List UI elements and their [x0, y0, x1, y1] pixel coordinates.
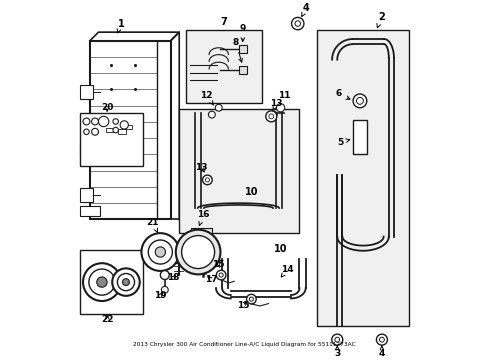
- Bar: [80, 250, 143, 314]
- Circle shape: [97, 277, 107, 287]
- Text: 14: 14: [281, 265, 293, 277]
- Circle shape: [83, 118, 90, 125]
- Text: 13: 13: [270, 99, 282, 111]
- Text: 15: 15: [236, 301, 248, 310]
- Text: 21: 21: [146, 218, 159, 233]
- Bar: [80, 206, 100, 216]
- Text: 15: 15: [212, 260, 224, 269]
- Bar: [118, 129, 125, 134]
- Circle shape: [155, 247, 165, 257]
- Circle shape: [356, 98, 363, 104]
- Text: 16: 16: [197, 210, 209, 225]
- Text: 13: 13: [195, 163, 207, 172]
- Circle shape: [379, 337, 384, 342]
- Text: 11: 11: [277, 91, 290, 100]
- Text: 9: 9: [239, 24, 245, 41]
- Circle shape: [268, 114, 273, 119]
- Bar: [179, 109, 299, 233]
- Text: 6: 6: [335, 90, 349, 99]
- Circle shape: [205, 178, 209, 182]
- Circle shape: [265, 111, 276, 122]
- Text: 1: 1: [117, 19, 124, 33]
- Text: 10: 10: [273, 244, 287, 253]
- Bar: [239, 45, 246, 53]
- Text: 3: 3: [333, 346, 340, 358]
- Circle shape: [161, 287, 168, 293]
- Bar: [191, 228, 211, 240]
- Bar: [80, 144, 93, 158]
- Circle shape: [117, 274, 134, 291]
- Circle shape: [112, 268, 140, 296]
- Bar: [90, 41, 170, 219]
- Text: 4: 4: [301, 3, 309, 17]
- Text: 2: 2: [376, 12, 384, 28]
- Circle shape: [98, 116, 108, 127]
- Circle shape: [83, 263, 121, 301]
- Circle shape: [352, 94, 366, 108]
- Circle shape: [376, 334, 386, 345]
- Bar: [80, 85, 93, 99]
- Circle shape: [216, 270, 225, 280]
- Circle shape: [270, 111, 277, 118]
- Text: 18: 18: [167, 273, 179, 282]
- Text: 20: 20: [101, 103, 113, 112]
- Bar: [352, 120, 366, 154]
- Circle shape: [249, 297, 253, 301]
- Text: 19: 19: [154, 291, 166, 300]
- Text: 5: 5: [337, 138, 349, 147]
- Circle shape: [113, 119, 118, 124]
- Circle shape: [91, 118, 98, 125]
- Text: 10: 10: [244, 187, 258, 197]
- Circle shape: [83, 129, 89, 135]
- Circle shape: [113, 127, 118, 133]
- Bar: [186, 31, 261, 103]
- Circle shape: [141, 233, 179, 271]
- Text: 22: 22: [101, 315, 113, 324]
- Bar: [316, 31, 408, 326]
- Text: 12: 12: [200, 91, 213, 105]
- Bar: [80, 113, 143, 166]
- Circle shape: [246, 294, 256, 304]
- Bar: [125, 125, 132, 129]
- Circle shape: [202, 175, 212, 185]
- Circle shape: [215, 104, 222, 111]
- Circle shape: [160, 271, 169, 279]
- Circle shape: [120, 121, 128, 129]
- Circle shape: [276, 104, 284, 112]
- Circle shape: [91, 129, 98, 135]
- Circle shape: [122, 279, 129, 285]
- Bar: [239, 66, 246, 74]
- Text: 8: 8: [232, 38, 242, 62]
- Text: 17: 17: [204, 275, 217, 284]
- Circle shape: [148, 240, 172, 264]
- Circle shape: [181, 235, 214, 269]
- Circle shape: [208, 111, 215, 118]
- Circle shape: [175, 230, 220, 274]
- Text: 7: 7: [220, 17, 227, 27]
- Circle shape: [294, 21, 300, 26]
- Circle shape: [291, 17, 304, 30]
- Circle shape: [89, 269, 115, 295]
- Circle shape: [219, 273, 223, 277]
- Bar: [80, 189, 93, 202]
- Bar: [106, 128, 113, 132]
- Text: 4: 4: [378, 346, 385, 358]
- Text: 2013 Chrysler 300 Air Conditioner Line-A/C Liquid Diagram for 55111273AC: 2013 Chrysler 300 Air Conditioner Line-A…: [133, 342, 355, 347]
- Circle shape: [334, 337, 339, 342]
- Circle shape: [331, 334, 342, 345]
